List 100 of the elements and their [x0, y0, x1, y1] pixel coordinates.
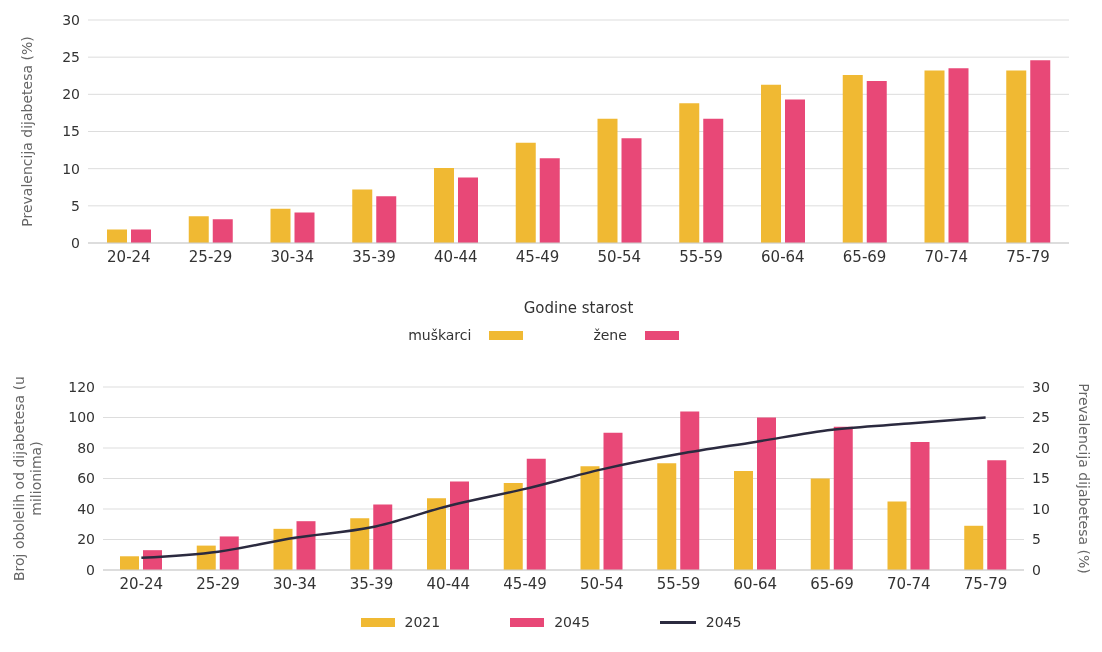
bar — [703, 118, 724, 243]
bar — [910, 441, 930, 570]
line-series — [140, 416, 987, 560]
y2-tick-label: 0 — [1032, 561, 1041, 578]
y2-tick-label: 15 — [1032, 470, 1050, 487]
bar — [352, 189, 373, 243]
x-tick-label: 40-44 — [434, 247, 478, 266]
x-tick-label: 45-49 — [515, 247, 560, 266]
bar — [376, 196, 397, 243]
bar — [987, 460, 1007, 570]
bar — [680, 411, 700, 570]
bar — [924, 70, 945, 243]
bar — [597, 118, 618, 243]
x-tick-label: 55-59 — [656, 574, 701, 593]
bar — [785, 99, 805, 243]
legend-label: žene — [593, 327, 627, 343]
bar — [107, 229, 127, 243]
y-axis-title: Prevalencija dijabetesa (%) — [19, 36, 35, 227]
bar — [270, 208, 291, 243]
bar — [679, 103, 700, 243]
bar — [458, 177, 478, 243]
y2-tick-label: 30 — [1032, 378, 1050, 395]
bar — [539, 158, 560, 243]
bar — [761, 84, 781, 243]
y2-tick-label: 10 — [1032, 500, 1050, 517]
y-tick-label: 20 — [77, 531, 95, 548]
bar — [1006, 70, 1027, 243]
bar — [603, 432, 623, 570]
x-tick-label: 65-69 — [810, 574, 854, 593]
x-tick-label: 30-34 — [273, 574, 317, 593]
y-tick-label: 15 — [62, 123, 80, 140]
y-axis-title: Broj obolelih od dijabetesa (u milionima) — [11, 376, 44, 581]
legend-label: 2021 — [404, 614, 441, 630]
bar — [657, 463, 677, 570]
bar — [734, 470, 753, 570]
y-tick-label: 5 — [71, 197, 80, 214]
bar — [526, 458, 546, 570]
y-tick-label: 40 — [77, 500, 95, 517]
x-tick-label: 20-24 — [107, 247, 151, 266]
bar — [833, 426, 853, 570]
bar — [515, 142, 536, 243]
x-tick-label: 50-54 — [580, 574, 624, 593]
bar — [503, 483, 523, 570]
x-tick-label: 65-69 — [842, 247, 887, 266]
y2-tick-label: 5 — [1032, 531, 1041, 548]
bar — [188, 216, 209, 243]
bar — [373, 504, 393, 570]
y-tick-label: 60 — [77, 470, 95, 487]
x-tick-label: 70-74 — [924, 247, 969, 266]
y-tick-label: 120 — [68, 378, 95, 395]
x-tick-label: 25-29 — [196, 574, 240, 593]
y-tick-label: 100 — [68, 409, 95, 426]
bar — [887, 501, 907, 570]
x-axis-title: Godine starost — [523, 299, 634, 317]
bar — [212, 219, 233, 243]
x-tick-label: 50-54 — [597, 247, 642, 266]
bar — [296, 521, 316, 570]
bar — [219, 536, 239, 570]
bar — [964, 525, 984, 570]
bar — [757, 417, 776, 570]
y2-tick-label: 25 — [1032, 409, 1050, 426]
x-tick-label: 30-34 — [270, 247, 315, 266]
x-tick-label: 25-29 — [188, 247, 233, 266]
bar — [294, 212, 315, 243]
bar — [1030, 60, 1051, 243]
bar — [120, 556, 139, 570]
y-tick-label: 0 — [86, 561, 95, 578]
y-tick-label: 10 — [62, 160, 80, 177]
legend-label: 2045 — [705, 614, 742, 630]
x-tick-label: 75-79 — [1006, 247, 1050, 266]
y-tick-label: 80 — [77, 439, 95, 456]
x-tick-label: 40-44 — [426, 574, 471, 593]
x-tick-label: 60-64 — [761, 247, 805, 266]
legend-label: 2045 — [554, 614, 590, 630]
y-tick-label: 30 — [62, 11, 80, 28]
bar — [434, 167, 454, 243]
bar — [131, 229, 151, 243]
bar — [350, 518, 370, 570]
bar — [621, 138, 642, 243]
x-tick-label: 35-39 — [352, 247, 396, 266]
y2-tick-label: 20 — [1032, 439, 1050, 456]
x-tick-label: 55-59 — [679, 247, 723, 266]
y-tick-label: 0 — [71, 234, 80, 251]
y2-axis-title: Prevalencija dijabetesa (%) — [1076, 383, 1093, 574]
bar — [810, 478, 830, 570]
bar — [450, 481, 469, 570]
y-tick-label: 20 — [62, 86, 80, 103]
bar — [273, 528, 293, 570]
legend-label: muškarci — [408, 327, 472, 343]
bar — [842, 75, 863, 243]
x-tick-label: 45-49 — [503, 574, 547, 593]
x-tick-label: 75-79 — [963, 574, 1008, 593]
y-tick-label: 25 — [62, 49, 80, 66]
bar — [866, 80, 887, 243]
x-tick-label: 60-64 — [733, 574, 778, 593]
bar — [580, 466, 600, 570]
x-tick-label: 70-74 — [887, 574, 931, 593]
bar — [427, 498, 446, 570]
x-tick-label: 35-39 — [349, 574, 394, 593]
bar — [948, 68, 969, 243]
